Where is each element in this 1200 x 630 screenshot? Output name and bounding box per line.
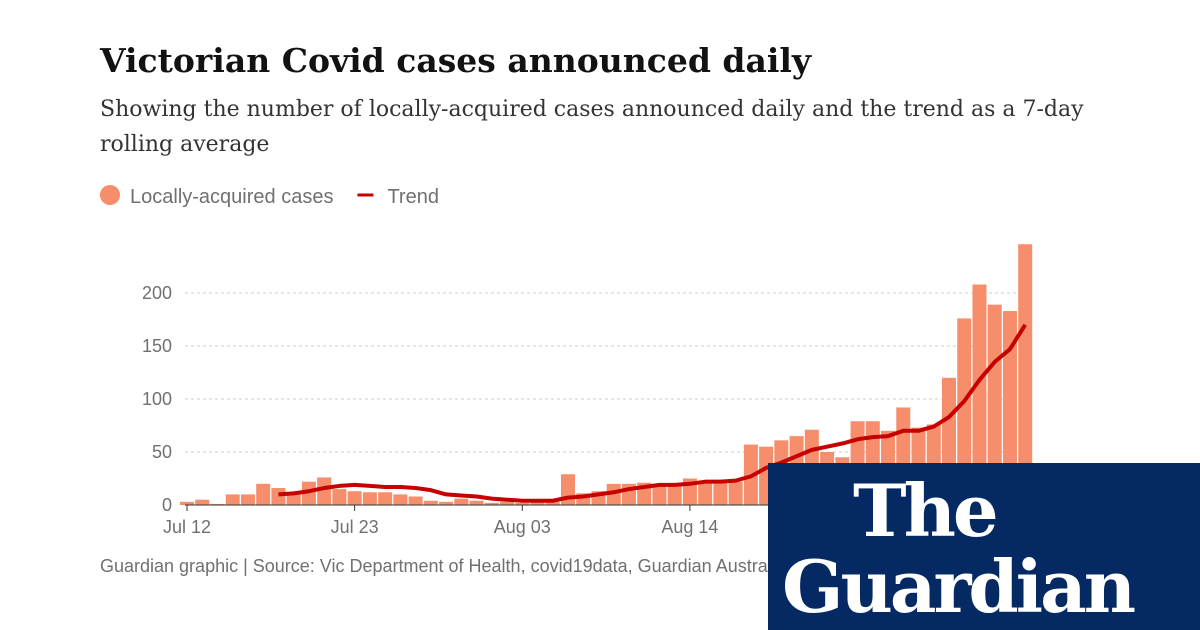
chart-subtitle: Showing the number of locally-acquired c… — [100, 97, 1084, 157]
bar — [225, 494, 240, 505]
bar — [301, 481, 316, 505]
bar — [195, 499, 210, 505]
bar — [347, 491, 362, 505]
bar — [515, 502, 530, 505]
bar — [423, 500, 438, 505]
logo-line: Guardian — [782, 544, 1135, 629]
logo-line: The — [853, 468, 996, 553]
bar — [256, 483, 271, 505]
y-tick-label: 150 — [142, 336, 172, 356]
x-tick-label: Jul 23 — [331, 517, 379, 537]
bar — [957, 318, 972, 505]
bar — [576, 493, 591, 505]
source: Guardian graphic | Source: Vic Departmen… — [100, 556, 856, 576]
x-tick-label: Aug 14 — [661, 517, 718, 537]
bar — [484, 502, 499, 505]
bar — [454, 498, 469, 505]
bar — [180, 501, 194, 505]
bar — [713, 481, 728, 505]
bar — [378, 492, 393, 505]
y-tick-label: 200 — [142, 283, 172, 303]
bar — [210, 503, 225, 505]
bar — [545, 501, 560, 505]
bar — [667, 483, 682, 505]
bar — [698, 482, 713, 505]
bar — [271, 488, 286, 505]
subtitle-box: Showing the number of locally-acquired c… — [100, 97, 1084, 157]
bar — [240, 494, 255, 505]
bar — [408, 496, 423, 505]
bar — [530, 500, 545, 505]
bar — [500, 501, 515, 505]
bar — [652, 483, 667, 505]
y-tick-label: 100 — [142, 389, 172, 409]
y-tick-label: 0 — [162, 495, 172, 515]
bar — [1018, 244, 1033, 506]
chart-title: Victorian Covid cases announced daily — [99, 41, 812, 80]
y-tick-label: 50 — [152, 442, 172, 462]
bar — [972, 284, 987, 505]
bar — [362, 492, 377, 505]
legend-swatch — [100, 185, 120, 205]
bar — [987, 304, 1002, 505]
bar — [439, 501, 454, 505]
legend: Locally-acquired cases Trend — [100, 185, 439, 208]
bar — [332, 489, 347, 505]
bar — [1002, 311, 1017, 505]
bar — [393, 494, 408, 505]
bar — [728, 481, 743, 505]
legend-label: Locally-acquired cases — [130, 186, 333, 208]
bar — [469, 500, 484, 505]
x-tick-label: Jul 12 — [163, 517, 211, 537]
bar — [606, 483, 621, 505]
x-tick-label: Aug 03 — [494, 517, 551, 537]
logo-box — [768, 463, 1200, 630]
bar — [317, 477, 332, 505]
trend-line — [278, 323, 1027, 503]
legend-label: Trend — [387, 186, 439, 208]
